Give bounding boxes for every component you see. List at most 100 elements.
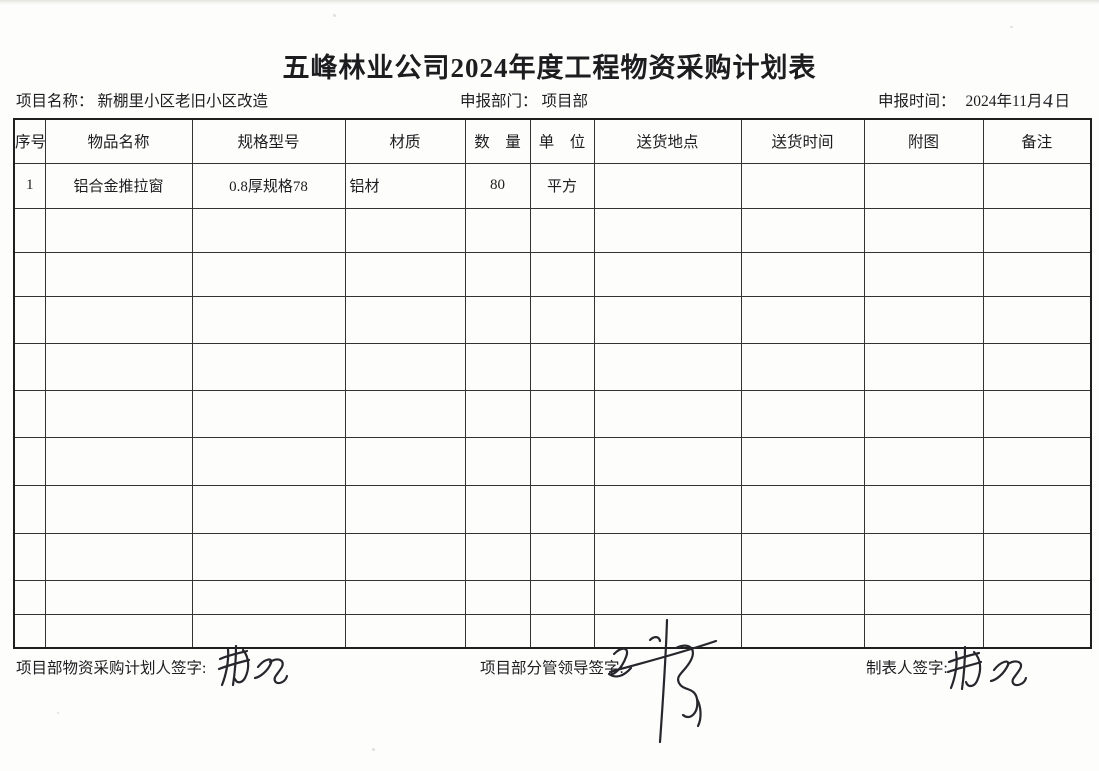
table-cell — [593, 484, 742, 534]
table-cell — [191, 436, 346, 486]
table-cell — [13, 579, 46, 615]
planner-signature-label: 项目部物资采购计划人签字: — [16, 660, 207, 677]
table-cell — [13, 436, 46, 486]
column-header: 材质 — [344, 118, 466, 164]
table-header-row: 序号 物品名称 规格型号 材质数 量单 位送货地点 送货时间 附图 备注 — [13, 118, 1092, 164]
leader-signature-label: 项目部分管领导签字: — [480, 660, 624, 677]
table-cell — [464, 389, 531, 438]
department-field: 申报部门： 项目部 — [460, 89, 588, 111]
table-cell — [982, 162, 1092, 209]
table-cell — [44, 484, 193, 534]
document-title: 五峰林业公司2024年度工程物资采购计划表 — [282, 53, 817, 83]
table-cell — [344, 342, 466, 391]
table-cell — [13, 251, 46, 297]
table-cell — [982, 295, 1092, 344]
table-cell — [593, 436, 742, 486]
table-row — [13, 342, 1092, 391]
table-cell — [740, 436, 865, 486]
report-time-field: 申报时间： 2024年11月4日 — [878, 89, 1070, 113]
table-cell: 1 — [13, 162, 46, 209]
table-cell — [344, 484, 466, 534]
table-cell: 铝合金推拉窗 — [44, 162, 193, 209]
table-cell — [344, 613, 466, 649]
table-cell: 铝材 — [344, 162, 466, 209]
table-cell — [982, 389, 1092, 438]
table-cell — [44, 207, 193, 253]
table-cell: 80 — [464, 162, 531, 209]
handwritten-day-value: 4 — [1042, 89, 1055, 113]
table-cell — [344, 251, 466, 297]
table-cell: 0.8厚规格78 — [191, 162, 346, 209]
table-cell — [344, 295, 466, 344]
table-cell — [44, 251, 193, 297]
table-cell — [982, 436, 1092, 486]
column-header: 序号 — [13, 118, 46, 164]
table-cell — [464, 251, 531, 297]
table-cell — [191, 484, 346, 534]
table-cell — [593, 162, 742, 209]
table-cell — [982, 613, 1092, 649]
table-row — [13, 251, 1092, 297]
table-cell — [740, 342, 865, 391]
table-cell — [44, 436, 193, 486]
table-row — [13, 532, 1092, 581]
table-cell — [740, 295, 865, 344]
table-cell — [529, 251, 595, 297]
department-value: 项目部 — [541, 93, 589, 110]
table-cell — [44, 389, 193, 438]
table-row — [13, 436, 1092, 486]
table-cell — [191, 342, 346, 391]
table-row — [13, 389, 1092, 438]
table-row — [13, 295, 1092, 344]
table-cell — [740, 532, 865, 581]
table-cell — [344, 389, 466, 438]
table-cell — [593, 579, 742, 615]
table-cell — [863, 484, 984, 534]
table-cell — [740, 207, 865, 253]
table-cell — [982, 251, 1092, 297]
table-cell — [529, 579, 595, 615]
table-cell — [464, 579, 531, 615]
table-cell — [44, 342, 193, 391]
table-cell — [44, 613, 193, 649]
table-cell — [344, 532, 466, 581]
table-cell — [529, 532, 595, 581]
column-header: 规格型号 — [191, 118, 346, 164]
table-cell — [529, 207, 595, 253]
column-header: 数 量 — [464, 118, 531, 164]
table-cell — [44, 532, 193, 581]
table-cell — [464, 484, 531, 534]
table-cell — [982, 342, 1092, 391]
table-cell — [863, 532, 984, 581]
table-cell — [863, 613, 984, 649]
table-cell — [529, 389, 595, 438]
report-time-label: 申报时间： — [878, 93, 956, 110]
table-cell — [529, 295, 595, 344]
table-cell — [44, 579, 193, 615]
project-name-value: 新棚里小区老旧小区改造 — [97, 93, 269, 110]
table-cell — [13, 389, 46, 438]
table-cell — [863, 579, 984, 615]
table-cell — [191, 295, 346, 344]
table-cell — [740, 162, 865, 209]
table-cell — [44, 295, 193, 344]
column-header: 附图 — [863, 118, 984, 164]
table-cell — [13, 207, 46, 253]
table-cell — [593, 342, 742, 391]
tabulator-handwritten-signature — [946, 645, 1028, 691]
table-cell — [464, 207, 531, 253]
column-header: 物品名称 — [44, 118, 193, 164]
column-header: 单 位 — [529, 118, 595, 164]
table-cell — [191, 579, 346, 615]
scan-speck — [372, 748, 375, 751]
scan-edge — [0, 0, 1099, 5]
table-cell — [863, 389, 984, 438]
table-cell — [13, 532, 46, 581]
table-cell — [593, 295, 742, 344]
table-cell — [863, 436, 984, 486]
table-row — [13, 484, 1092, 534]
table-cell — [191, 389, 346, 438]
table-cell — [740, 613, 865, 649]
table-cell — [344, 436, 466, 486]
